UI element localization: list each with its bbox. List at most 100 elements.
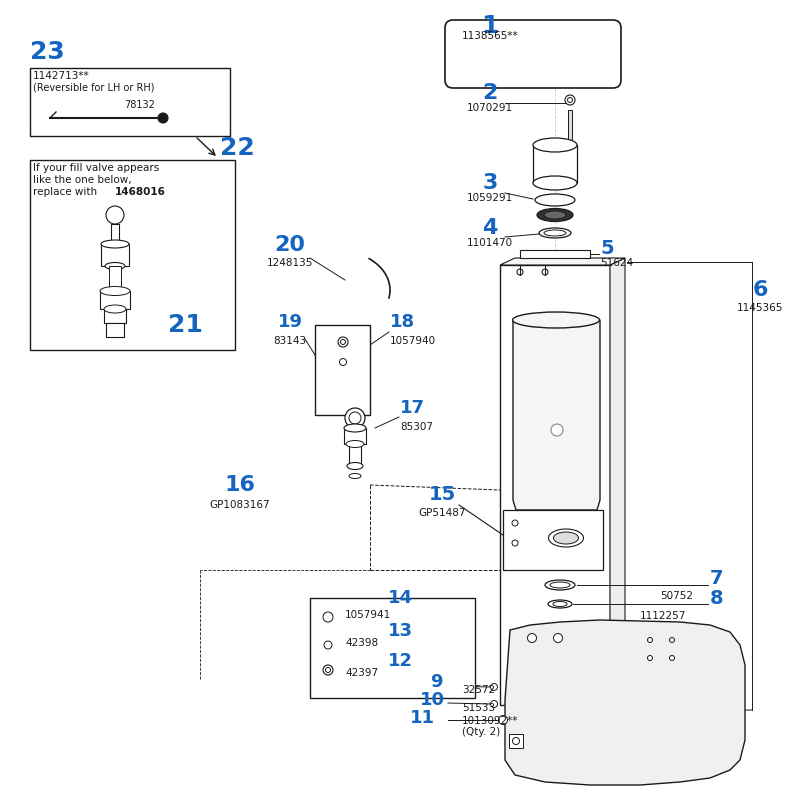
Ellipse shape — [544, 230, 566, 236]
Ellipse shape — [533, 176, 577, 190]
Ellipse shape — [338, 337, 348, 347]
Ellipse shape — [527, 634, 537, 642]
Text: GP1083167: GP1083167 — [210, 500, 270, 510]
Text: (Qty. 2): (Qty. 2) — [462, 727, 500, 737]
Ellipse shape — [345, 408, 365, 428]
Text: 13: 13 — [388, 622, 413, 640]
Ellipse shape — [324, 641, 332, 649]
Ellipse shape — [553, 602, 567, 606]
Text: 16: 16 — [225, 475, 255, 495]
Ellipse shape — [105, 262, 125, 270]
Ellipse shape — [548, 600, 572, 608]
Ellipse shape — [490, 701, 498, 707]
Ellipse shape — [670, 638, 674, 642]
Ellipse shape — [346, 441, 364, 447]
Ellipse shape — [341, 339, 346, 345]
Ellipse shape — [647, 638, 653, 642]
Text: 1112257: 1112257 — [640, 611, 686, 621]
Text: 2: 2 — [482, 83, 498, 103]
Ellipse shape — [535, 194, 575, 206]
Ellipse shape — [349, 474, 361, 478]
Ellipse shape — [101, 240, 129, 248]
Text: 1468016: 1468016 — [115, 187, 166, 197]
Text: 15: 15 — [428, 486, 456, 505]
Ellipse shape — [349, 412, 361, 424]
Ellipse shape — [539, 228, 571, 238]
Bar — [533, 145, 577, 183]
Bar — [104, 309, 126, 323]
Text: 4: 4 — [482, 218, 498, 238]
Bar — [310, 598, 475, 698]
Bar — [315, 325, 370, 415]
Text: 8: 8 — [710, 589, 724, 607]
Text: (Reversible for LH or RH): (Reversible for LH or RH) — [33, 82, 154, 92]
Text: 23: 23 — [30, 40, 65, 64]
Text: 1013092**: 1013092** — [462, 716, 518, 726]
Text: 20: 20 — [274, 235, 306, 255]
Ellipse shape — [512, 520, 518, 526]
Text: 1057940: 1057940 — [390, 336, 436, 346]
Ellipse shape — [567, 98, 573, 102]
Bar — [30, 160, 235, 350]
Text: If your fill valve appears: If your fill valve appears — [33, 163, 159, 173]
Bar — [500, 265, 610, 705]
Bar — [101, 244, 129, 266]
Ellipse shape — [549, 529, 583, 547]
Text: like the one below,: like the one below, — [33, 175, 132, 185]
Polygon shape — [610, 258, 625, 712]
Text: 12: 12 — [388, 652, 413, 670]
Ellipse shape — [347, 462, 363, 470]
Text: 6: 6 — [752, 280, 768, 300]
Text: 18: 18 — [390, 313, 415, 331]
FancyBboxPatch shape — [445, 20, 621, 88]
Text: 3: 3 — [482, 173, 498, 193]
Ellipse shape — [670, 655, 674, 661]
Text: replace with: replace with — [33, 187, 100, 197]
Text: 21: 21 — [168, 313, 203, 337]
Text: 10: 10 — [420, 691, 445, 709]
Text: 51533: 51533 — [462, 703, 495, 713]
Bar — [30, 68, 230, 136]
Ellipse shape — [550, 582, 570, 588]
Text: 1138565**: 1138565** — [462, 31, 518, 41]
Text: 14: 14 — [388, 589, 413, 607]
Ellipse shape — [533, 138, 577, 152]
Text: 9: 9 — [430, 673, 442, 691]
Text: 51624: 51624 — [600, 258, 633, 268]
Ellipse shape — [490, 683, 498, 690]
Bar — [520, 250, 590, 258]
Text: 22: 22 — [220, 136, 254, 160]
Ellipse shape — [158, 113, 168, 123]
Bar — [344, 428, 366, 444]
Ellipse shape — [512, 540, 518, 546]
Text: 7: 7 — [710, 569, 723, 587]
Ellipse shape — [565, 95, 575, 105]
Text: 42398: 42398 — [345, 638, 378, 648]
Ellipse shape — [106, 206, 124, 224]
Ellipse shape — [326, 667, 330, 673]
Ellipse shape — [323, 612, 333, 622]
Text: 1142713**: 1142713** — [33, 71, 90, 81]
Polygon shape — [500, 258, 625, 265]
Polygon shape — [505, 620, 745, 785]
Ellipse shape — [339, 358, 346, 366]
Polygon shape — [513, 320, 600, 510]
Text: 1057941: 1057941 — [345, 610, 391, 620]
Text: 1101470: 1101470 — [467, 238, 513, 248]
Text: 42397: 42397 — [345, 668, 378, 678]
Text: 83143: 83143 — [274, 336, 306, 346]
Bar — [109, 266, 121, 291]
Ellipse shape — [100, 286, 130, 295]
Bar — [111, 224, 119, 244]
Bar — [100, 291, 130, 309]
Text: 19: 19 — [278, 313, 302, 331]
Text: 1059291: 1059291 — [467, 193, 513, 203]
Ellipse shape — [344, 424, 366, 432]
Ellipse shape — [554, 532, 578, 544]
Text: GP51487: GP51487 — [418, 508, 466, 518]
Ellipse shape — [545, 580, 575, 590]
Bar — [509, 734, 523, 748]
Ellipse shape — [104, 305, 126, 313]
Bar — [568, 110, 572, 145]
Text: 11: 11 — [410, 709, 435, 727]
